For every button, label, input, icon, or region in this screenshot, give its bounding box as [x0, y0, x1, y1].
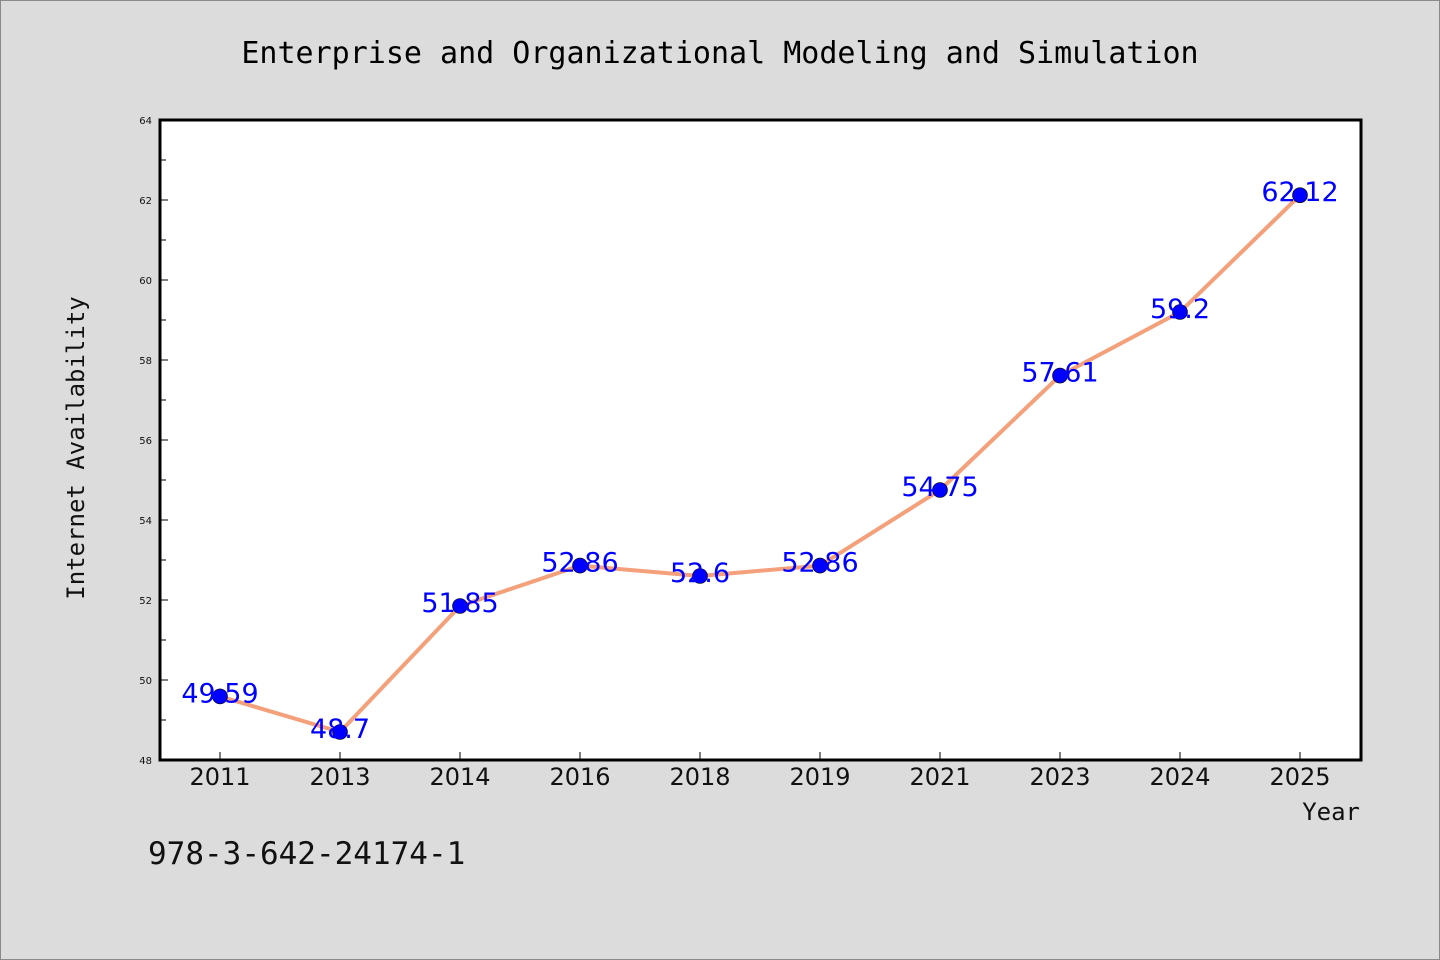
- data-point-marker: [1052, 367, 1068, 384]
- x-tick-label: 2013: [309, 763, 370, 791]
- y-axis-label: Internet Availability: [62, 296, 90, 599]
- data-point-marker: [332, 724, 348, 740]
- x-axis: 2011 2013 2014 2016 2018 2019 2021 2023 2024 2025: [189, 752, 1331, 791]
- y-tick-label: 52: [139, 596, 152, 607]
- plot-area: [158, 118, 1363, 762]
- y-tick-label: 60: [139, 276, 152, 287]
- isbn-footer: 978-3-642-24174-1: [148, 836, 465, 872]
- data-label-group: 49.59 48.7 51.85 52.86 52.6 52.86 54.75 57.61 59…: [181, 177, 1338, 745]
- data-point-marker: [212, 688, 228, 705]
- data-label: 62.12: [1261, 177, 1338, 208]
- x-tick-label: 2019: [789, 763, 850, 791]
- chart-title: Enterprise and Organizational Modeling a…: [241, 36, 1198, 71]
- y-tick-label: 50: [139, 676, 152, 687]
- data-label: 51.85: [421, 588, 498, 619]
- y-tick-label: 48: [139, 756, 152, 767]
- marker-group: [212, 187, 1308, 740]
- data-point-marker: [572, 557, 588, 574]
- data-label: 52.86: [541, 548, 618, 579]
- x-tick-label: 2024: [1149, 763, 1210, 791]
- y-axis: 48 50 52 54 56 58 60 62 64: [139, 116, 168, 767]
- y-tick-label: 54: [139, 516, 152, 527]
- y-tick-label: 58: [139, 356, 152, 367]
- x-tick-label: 2025: [1269, 763, 1330, 791]
- series-line: [218, 193, 1302, 734]
- data-point-marker: [932, 482, 948, 498]
- data-point-marker: [452, 598, 468, 614]
- x-axis-label: Year: [1302, 798, 1360, 826]
- x-tick-label: 2023: [1029, 763, 1090, 791]
- x-tick-label: 2021: [909, 763, 970, 791]
- data-point-marker: [1292, 187, 1308, 203]
- data-label: 57.61: [1021, 358, 1098, 389]
- x-tick-label: 2014: [429, 763, 490, 791]
- x-tick-label: 2011: [189, 763, 250, 791]
- data-label: 48.7: [310, 714, 370, 745]
- data-point-marker: [1172, 304, 1188, 320]
- y-tick-label: 62: [139, 196, 152, 207]
- data-label: 49.59: [181, 678, 258, 709]
- y-tick-label: 56: [139, 436, 152, 447]
- y-tick-label: 64: [139, 116, 152, 127]
- data-label: 52.86: [781, 548, 858, 579]
- data-point-marker: [812, 557, 828, 574]
- series-line-group: [218, 193, 1302, 734]
- data-point-marker: [692, 568, 708, 584]
- x-tick-label: 2016: [549, 763, 610, 791]
- data-label: 52.6: [670, 558, 730, 589]
- data-label: 54.75: [901, 472, 978, 503]
- x-tick-label: 2018: [669, 763, 730, 791]
- data-label: 59.2: [1150, 294, 1210, 325]
